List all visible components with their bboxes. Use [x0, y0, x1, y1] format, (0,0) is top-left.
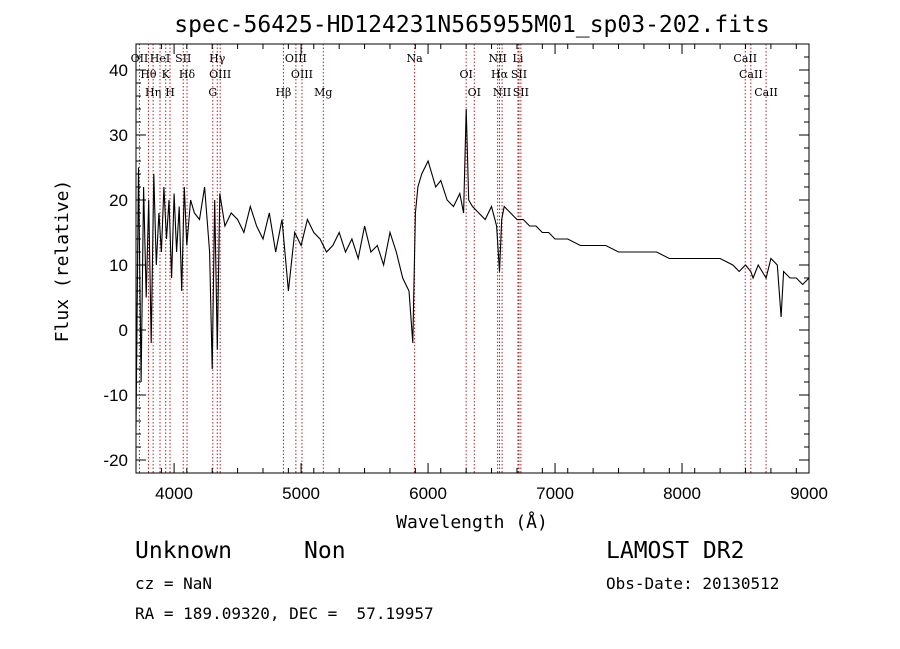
- line-label-21: Li: [513, 52, 524, 65]
- line-label-19: Hα: [491, 68, 509, 81]
- survey-name: LAMOST DR2: [606, 538, 745, 564]
- line-label-11: Hβ: [275, 86, 291, 99]
- obs-date: Obs-Date: 20130512: [606, 574, 780, 593]
- line-label-9: Hγ: [209, 52, 226, 65]
- line-label-22: SII: [511, 68, 527, 81]
- line-label-7: Hδ: [179, 68, 196, 81]
- line-label-25: CaII: [739, 68, 763, 81]
- line-label-26: CaII: [754, 86, 778, 99]
- line-label-18: NII: [488, 52, 506, 65]
- line-label-13: OIII: [291, 68, 313, 81]
- line-label-12: OIII: [285, 52, 307, 65]
- object-subclass: Non: [304, 538, 346, 564]
- x-axis-label: Wavelength (Å): [396, 511, 548, 533]
- y-tick-label-0: -20: [103, 451, 128, 470]
- line-label-20: NII: [493, 86, 511, 99]
- y-tick-label-1: -10: [103, 386, 128, 405]
- line-label-15: Na: [407, 52, 424, 65]
- y-tick-label-5: 30: [109, 126, 128, 145]
- x-axis: 4000 5000 6000 7000 8000 9000: [135, 44, 828, 503]
- line-label-14: Mg: [314, 86, 332, 99]
- line-label-3: HeI: [150, 52, 170, 65]
- line-label-4: K: [162, 68, 171, 81]
- x-tick-label-3: 7000: [536, 484, 574, 503]
- flux-series-line: [135, 108, 810, 428]
- y-tick-label-4: 20: [109, 191, 128, 210]
- line-label-8: G: [208, 86, 217, 99]
- x-tick-label-0: 4000: [155, 484, 193, 503]
- chart-title: spec-56425-HD124231N565955M01_sp03-202.f…: [174, 12, 769, 38]
- line-label-2: Hη: [145, 86, 161, 99]
- y-tick-label-3: 10: [109, 256, 128, 275]
- x-tick-label-1: 5000: [282, 484, 320, 503]
- line-label-10: OIII: [209, 68, 231, 81]
- y-tick-label-6: 40: [109, 61, 128, 80]
- y-tick-label-2: 0: [119, 321, 128, 340]
- plot-frame: [135, 43, 810, 474]
- line-labels: OIIHθHηHeIKHSIIHδGHγOIIIHβOIIIOIIIMgNaOI…: [131, 52, 778, 99]
- coordinates: RA = 189.09320, DEC = 57.19957: [135, 604, 434, 623]
- line-label-16: OI: [459, 68, 472, 81]
- y-axis: -20 -10 0 10 20 30 40: [103, 43, 809, 474]
- x-tick-label-2: 6000: [409, 484, 447, 503]
- x-tick-label-4: 8000: [663, 484, 701, 503]
- line-label-6: SII: [175, 52, 191, 65]
- x-tick-label-5: 9000: [790, 484, 828, 503]
- line-label-23: SII: [513, 86, 529, 99]
- line-label-1: Hθ: [140, 68, 157, 81]
- y-axis-label: Flux (relative): [52, 180, 73, 343]
- object-class: Unknown: [135, 538, 232, 564]
- line-label-17: OI: [468, 86, 481, 99]
- redshift-text: cz = NaN: [135, 574, 213, 593]
- line-label-0: OII: [131, 52, 149, 65]
- line-label-5: H: [165, 86, 175, 99]
- emission-lines: [138, 44, 767, 473]
- line-label-24: CaII: [733, 52, 757, 65]
